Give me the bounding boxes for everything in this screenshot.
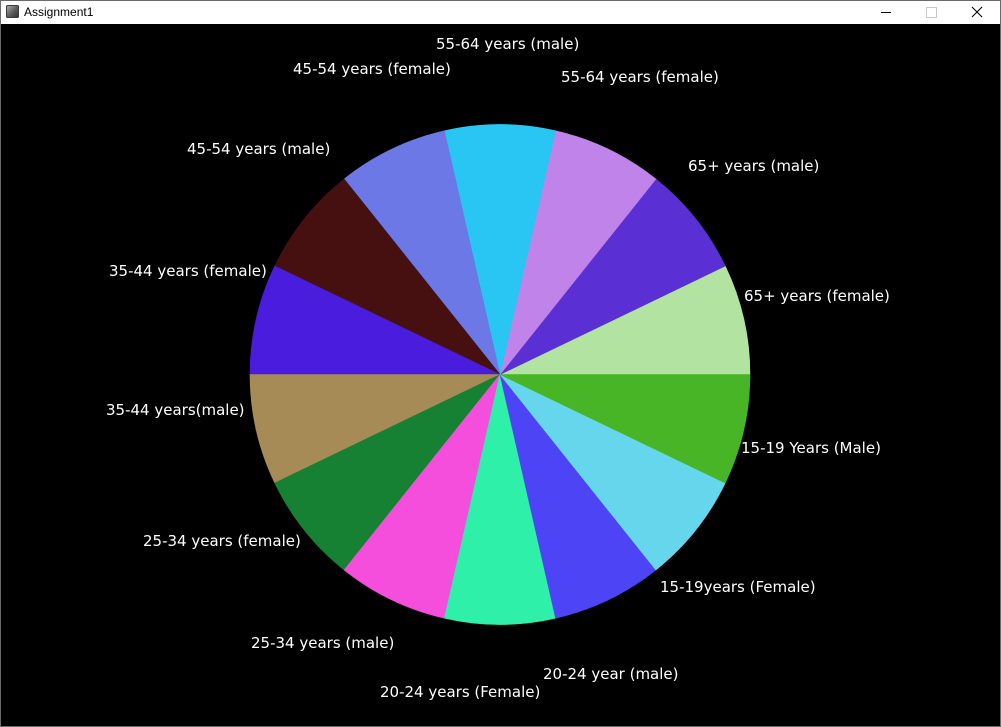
title-bar[interactable]: Assignment1 (1, 1, 1000, 24)
window-title: Assignment1 (24, 5, 94, 19)
close-icon (971, 6, 983, 18)
pie-slice (274, 178, 501, 375)
slice-label: 15-19 Years (Male) (741, 439, 881, 457)
slice-label: 20-24 year (male) (543, 665, 679, 683)
maximize-icon (926, 7, 937, 18)
pie-slice (249, 265, 501, 375)
pie-slice (499, 130, 657, 375)
slice-label: 35-44 years(male) (106, 401, 245, 419)
pie-slice (499, 178, 726, 375)
minimize-button[interactable] (863, 1, 908, 24)
slice-label: 55-64 years (female) (561, 68, 719, 86)
close-button[interactable] (954, 1, 999, 24)
slice-label: 35-44 years (female) (109, 262, 267, 280)
slice-label: 65+ years (female) (744, 287, 890, 305)
minimize-icon (881, 12, 891, 13)
slice-label: 65+ years (male) (688, 157, 819, 175)
slice-label: 20-24 years (Female) (380, 683, 540, 701)
pie-slice (444, 374, 556, 625)
pie-chart: 65+ years (female) 65+ years (male) 55-64 … (106, 35, 890, 701)
pie-slice (499, 374, 726, 571)
pie-slice (274, 374, 501, 571)
slice-label: 45-54 years (female) (293, 60, 451, 78)
pie-slice (499, 265, 751, 375)
pie-slice (499, 374, 751, 484)
chart-canvas: 65+ years (female) 65+ years (male) 55-64 … (1, 24, 1000, 726)
pie-slice (249, 374, 501, 484)
slice-label: 25-34 years (male) (251, 634, 394, 652)
slice-label: 15-19years (Female) (660, 578, 816, 596)
pie-slice (444, 124, 556, 375)
maximize-button[interactable] (908, 1, 953, 24)
slice-label: 55-64 years (male) (436, 35, 579, 53)
java-app-icon (6, 5, 19, 18)
pie-slice (499, 374, 657, 619)
slice-label: 25-34 years (female) (143, 532, 301, 550)
pie-slice (343, 130, 501, 375)
slice-label: 45-54 years (male) (187, 140, 330, 158)
pie-slice (343, 374, 501, 619)
